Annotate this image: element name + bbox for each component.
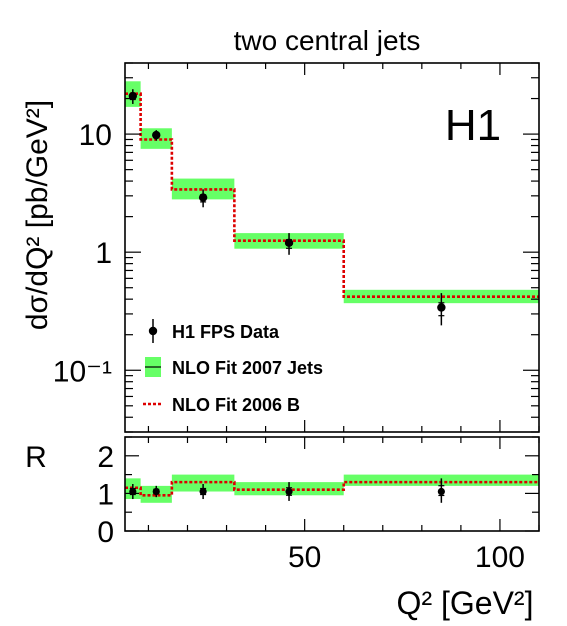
legend-data-marker	[148, 326, 158, 336]
xsec-data-point	[284, 238, 294, 248]
ratio-panel: 0 1 2 50 100	[97, 436, 540, 574]
ratio-y-tick-label: 2	[97, 441, 114, 474]
x-tick-label: 50	[288, 541, 321, 574]
labels: two central jets H1 dσ/dQ² [pb/GeV²] R Q…	[21, 25, 533, 621]
ratio-data-point	[199, 487, 207, 496]
ratio-data-point	[285, 487, 293, 496]
ratio-axis-label: R	[25, 441, 47, 474]
ratio-data-point	[152, 487, 160, 496]
xsec-y-tick-label: 10	[79, 119, 112, 152]
legend-entry-label: H1 FPS Data	[172, 322, 280, 342]
x-tick-label: 100	[475, 541, 525, 574]
chart-title: two central jets	[234, 25, 421, 56]
x-axis-label: Q² [GeV²]	[397, 585, 534, 621]
ratio-nlo-2006b-line	[125, 480, 539, 497]
experiment-label: H1	[445, 101, 501, 150]
xsec-data-point	[437, 303, 446, 312]
legend-entry-label: NLO Fit 2007 Jets	[172, 358, 323, 378]
cross-section-panel: 10 1 10⁻¹ H1 FPS Data NLO Fit 2007 Jets NLO F…	[53, 62, 540, 433]
xsec-plot-frame	[124, 62, 540, 433]
legend-entry-label: NLO Fit 2006 B	[172, 395, 300, 415]
xsec-data-point	[152, 130, 161, 140]
y-axis-label: dσ/dQ² [pb/GeV²]	[21, 100, 54, 330]
ratio-data-point	[437, 487, 445, 496]
ratio-band-bin	[171, 474, 235, 492]
ratio-y-tick-label: 1	[97, 478, 114, 511]
xsec-y-tick-label: 10⁻¹	[53, 355, 112, 388]
ratio-y-tick-label: 0	[97, 516, 114, 549]
xsec-y-tick-label: 1	[95, 237, 112, 270]
xsec-data-point	[198, 193, 208, 202]
xsec-band-bin	[171, 178, 235, 200]
ratio-data-point	[129, 487, 137, 496]
ratio-plot-frame	[124, 436, 540, 532]
